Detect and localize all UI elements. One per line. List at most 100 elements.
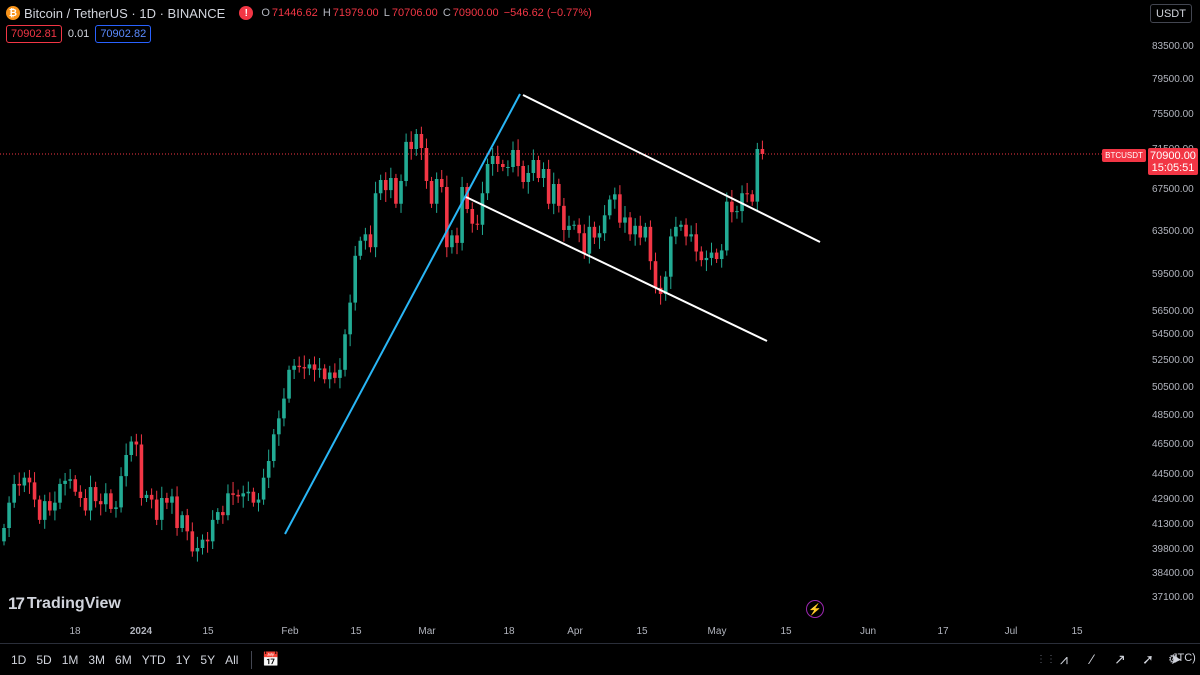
candle-body	[83, 498, 88, 511]
candle-body	[195, 548, 200, 552]
candle-body	[327, 372, 332, 380]
candle-body	[429, 181, 434, 204]
price-tick-label: 42900.00	[1152, 494, 1194, 505]
open-value: 71446.62	[271, 7, 318, 19]
price-tick-label: 75500.00	[1152, 109, 1194, 120]
timeframe-ytd[interactable]: YTD	[141, 652, 166, 667]
timeframe-1y[interactable]: 1Y	[175, 652, 191, 667]
alert-icon[interactable]: !	[239, 6, 254, 20]
candle-body	[455, 235, 459, 243]
candle-body	[165, 498, 169, 503]
price-tick-label: 63500.00	[1152, 226, 1194, 237]
candle-body	[414, 134, 419, 149]
timeframe-3m[interactable]: 3M	[88, 652, 106, 667]
tradingview-logo-mark: 17	[8, 594, 25, 613]
candle-body	[221, 512, 225, 516]
lightning-icon[interactable]: ⚡	[806, 600, 824, 618]
timeframe-5d[interactable]: 5D	[36, 652, 52, 667]
arrow-tool-icon[interactable]: ➚	[1142, 650, 1154, 667]
price-tick-label: 48500.00	[1152, 410, 1194, 421]
candle-body	[750, 194, 755, 202]
price-tick-label: 41300.00	[1152, 519, 1194, 530]
candle-body	[17, 483, 22, 486]
timeframe-all[interactable]: All	[225, 652, 239, 667]
candle-body	[27, 477, 32, 483]
candle-body	[53, 502, 57, 511]
candle-body	[546, 169, 551, 204]
candle-body	[368, 234, 373, 248]
timeframe-6m[interactable]: 6M	[115, 652, 132, 667]
cursor-tool-icon[interactable]: ➤	[1170, 650, 1182, 667]
time-tick-label: Apr	[567, 626, 583, 637]
tradingview-logo[interactable]: 17 TradingView	[8, 594, 121, 614]
candle-body	[58, 483, 62, 503]
symbol-price-tag: BTCUSDT	[1102, 149, 1146, 162]
candle-body	[557, 184, 561, 206]
candle-body	[694, 234, 699, 252]
trend-line-tool-icon[interactable]: ⁄	[1090, 651, 1094, 667]
high-key: H	[322, 7, 331, 19]
candle-body	[119, 476, 123, 508]
candle-body	[567, 225, 571, 230]
open-key: O	[261, 7, 270, 19]
candle-body	[93, 487, 98, 502]
candle-body	[404, 141, 408, 181]
high-value: 71979.00	[332, 7, 379, 19]
candle-body	[124, 455, 128, 477]
channel-top-line[interactable]	[522, 94, 821, 243]
time-tick-label: 15	[636, 626, 648, 637]
candle-body	[445, 187, 449, 248]
ray-tool-icon[interactable]: ↗	[1114, 650, 1126, 667]
candle-body	[536, 160, 541, 178]
candle-body	[266, 461, 271, 478]
candle-body	[495, 156, 500, 164]
candle-body	[506, 167, 510, 168]
sell-price-button[interactable]: 70902.81	[6, 25, 62, 43]
candle-body	[322, 368, 327, 380]
candle-body	[363, 234, 368, 241]
candle-body	[551, 184, 556, 204]
candle-body	[679, 224, 683, 227]
candle-body	[735, 211, 739, 213]
candle-body	[730, 201, 734, 213]
candle-body	[139, 444, 144, 498]
candle-body	[210, 519, 215, 542]
tradingview-logo-text: TradingView	[26, 595, 121, 612]
candle-body	[638, 225, 643, 238]
currency-button[interactable]: USDT	[1150, 4, 1192, 23]
candle-body	[424, 148, 429, 181]
close-key: C	[442, 7, 451, 19]
pattern-tool-icon[interactable]: ⩘	[1060, 650, 1068, 667]
candle-body	[358, 240, 363, 256]
price-tick-label: 44500.00	[1152, 469, 1194, 480]
buy-price-button[interactable]: 70902.82	[95, 25, 152, 43]
timezone-label[interactable]: JTC)	[1172, 652, 1196, 664]
calendar-icon[interactable]: 📅	[262, 651, 280, 667]
candle-body	[643, 226, 648, 238]
price-axis[interactable]: 83500.0079500.0075500.0071500.0067500.00…	[1152, 41, 1194, 603]
candle-body	[592, 226, 597, 238]
candle-body	[399, 181, 403, 204]
time-axis[interactable]: 18 2024 15 Feb 15 Mar 18 Apr 15 May 15 Jun 17 Jul 15	[69, 626, 1083, 637]
candle-body	[526, 173, 531, 182]
candle-body	[348, 302, 352, 335]
drag-handle-icon[interactable]: ⋮⋮	[1036, 653, 1056, 665]
time-tick-label: 15	[1071, 626, 1083, 637]
candle-body	[37, 499, 42, 520]
candle-body	[200, 539, 205, 548]
chart-settings-icon[interactable]: ⚙	[1168, 652, 1179, 666]
candle-body	[490, 156, 495, 164]
channel-bottom-line[interactable]	[465, 196, 768, 342]
candle-body	[109, 493, 113, 509]
timeframe-5y[interactable]: 5Y	[200, 652, 216, 667]
candle-body	[724, 201, 729, 251]
bid-ask-row: 70902.81 0.01 70902.82	[6, 25, 152, 43]
candle-body	[129, 441, 134, 455]
symbol-title[interactable]: Bitcoin / TetherUS · 1D · BINANCE	[24, 5, 226, 21]
timeframe-1m[interactable]: 1M	[61, 652, 79, 667]
trend-line[interactable]	[284, 93, 521, 535]
candle-body	[439, 179, 444, 187]
timeframe-1d[interactable]: 1D	[11, 652, 27, 667]
last-price-value: 70900.00	[1150, 150, 1196, 162]
